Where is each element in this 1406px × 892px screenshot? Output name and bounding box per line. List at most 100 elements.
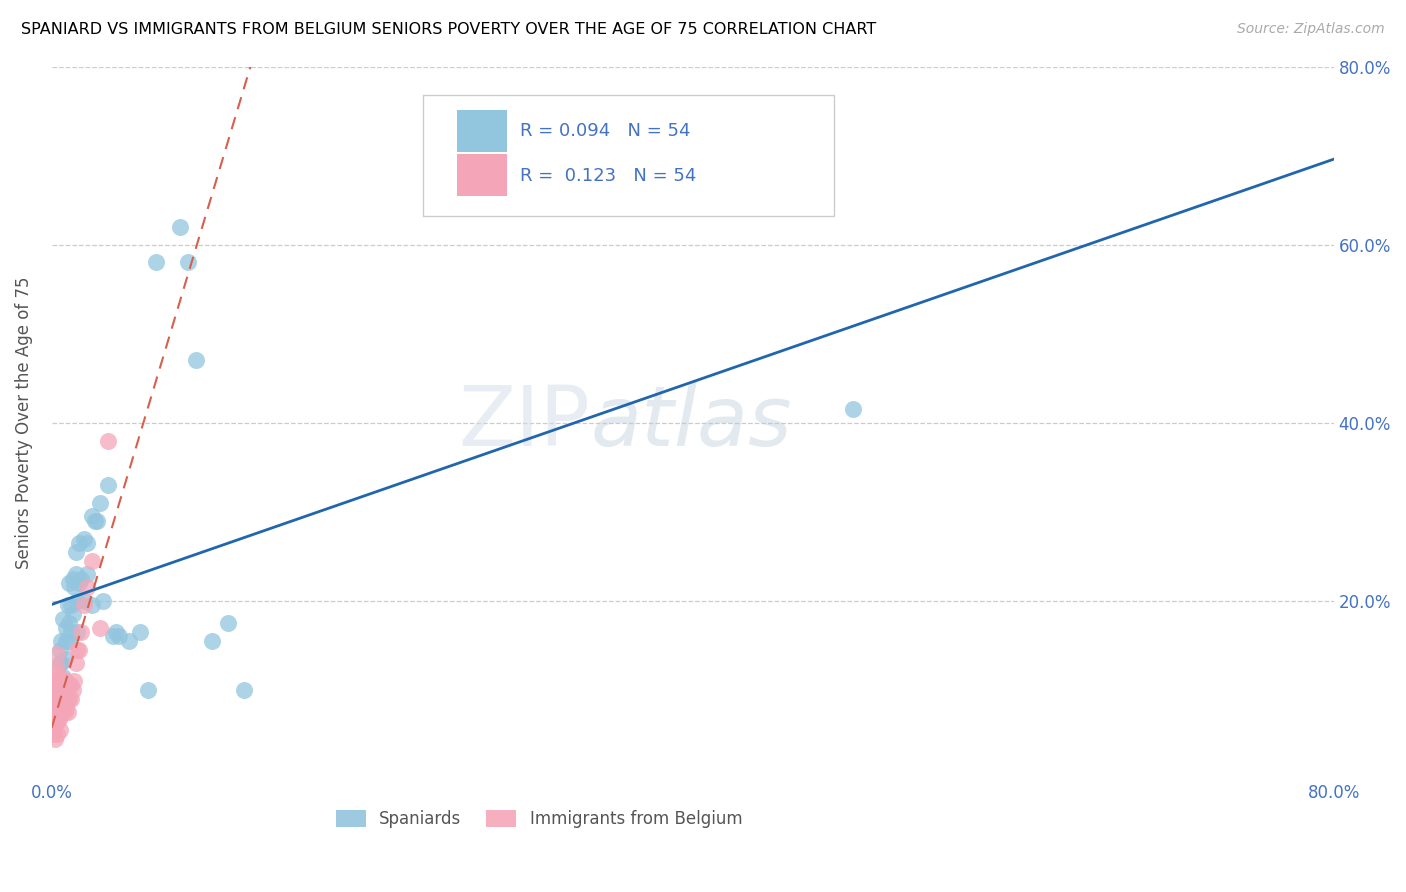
- Point: [46, 673, 69, 688]
- Point: [56, 691, 79, 706]
- Point: [45, 687, 67, 701]
- Point: [49, 656, 72, 670]
- Point: [58, 616, 80, 631]
- Point: [118, 634, 141, 648]
- Point: [80, 554, 103, 568]
- Point: [62, 572, 84, 586]
- Point: [67, 576, 90, 591]
- Point: [201, 634, 224, 648]
- Point: [46, 714, 69, 728]
- Point: [73, 532, 96, 546]
- Point: [69, 625, 91, 640]
- Point: [233, 682, 256, 697]
- Point: [44, 718, 66, 732]
- Point: [128, 625, 150, 640]
- Point: [52, 612, 75, 626]
- Point: [44, 678, 66, 692]
- Point: [59, 599, 82, 613]
- Point: [55, 687, 77, 701]
- Point: [53, 691, 76, 706]
- Point: [177, 255, 200, 269]
- Point: [80, 599, 103, 613]
- FancyBboxPatch shape: [457, 154, 506, 196]
- Point: [52, 700, 75, 714]
- Point: [145, 255, 167, 269]
- Point: [136, 682, 159, 697]
- Point: [73, 594, 96, 608]
- Point: [49, 669, 72, 683]
- Text: ZIP: ZIP: [458, 383, 591, 463]
- Point: [62, 607, 84, 622]
- Point: [49, 687, 72, 701]
- Point: [65, 567, 87, 582]
- Point: [80, 509, 103, 524]
- Point: [46, 687, 69, 701]
- Point: [108, 630, 131, 644]
- Point: [53, 687, 76, 701]
- Point: [67, 642, 90, 657]
- Point: [58, 691, 80, 706]
- Point: [63, 581, 86, 595]
- Point: [42, 727, 65, 741]
- Point: [51, 634, 73, 648]
- Point: [842, 402, 865, 417]
- Point: [59, 691, 82, 706]
- Point: [49, 723, 72, 737]
- Point: [56, 705, 79, 719]
- Point: [184, 353, 207, 368]
- Point: [69, 572, 91, 586]
- Point: [101, 630, 124, 644]
- FancyBboxPatch shape: [423, 95, 834, 216]
- Point: [56, 634, 79, 648]
- Point: [55, 634, 77, 648]
- FancyBboxPatch shape: [457, 110, 506, 152]
- Point: [53, 705, 76, 719]
- Point: [63, 673, 86, 688]
- Point: [58, 678, 80, 692]
- Text: atlas: atlas: [591, 383, 792, 463]
- Point: [86, 514, 108, 528]
- Point: [51, 700, 73, 714]
- Point: [76, 581, 98, 595]
- Point: [45, 714, 67, 728]
- Point: [58, 576, 80, 591]
- Point: [89, 621, 111, 635]
- Point: [45, 647, 67, 661]
- Legend: Spaniards, Immigrants from Belgium: Spaniards, Immigrants from Belgium: [329, 803, 749, 835]
- Point: [51, 656, 73, 670]
- Point: [44, 665, 66, 679]
- Point: [45, 660, 67, 674]
- Text: R =  0.123   N = 54: R = 0.123 N = 54: [520, 167, 696, 185]
- Point: [66, 625, 89, 640]
- Point: [97, 434, 120, 448]
- Point: [42, 714, 65, 728]
- Point: [59, 678, 82, 692]
- Point: [84, 514, 107, 528]
- Point: [52, 673, 75, 688]
- Point: [55, 621, 77, 635]
- Point: [44, 691, 66, 706]
- Point: [65, 545, 87, 559]
- Point: [56, 599, 79, 613]
- Point: [44, 705, 66, 719]
- Text: R = 0.094   N = 54: R = 0.094 N = 54: [520, 122, 690, 140]
- Point: [65, 656, 87, 670]
- Point: [217, 616, 239, 631]
- Point: [66, 594, 89, 608]
- Point: [51, 687, 73, 701]
- Text: SPANIARD VS IMMIGRANTS FROM BELGIUM SENIORS POVERTY OVER THE AGE OF 75 CORRELATI: SPANIARD VS IMMIGRANTS FROM BELGIUM SENI…: [21, 22, 876, 37]
- Point: [97, 478, 120, 492]
- Point: [104, 625, 127, 640]
- Point: [46, 700, 69, 714]
- Point: [55, 700, 77, 714]
- Point: [76, 536, 98, 550]
- Point: [45, 700, 67, 714]
- Point: [51, 673, 73, 688]
- Point: [76, 567, 98, 582]
- Point: [56, 678, 79, 692]
- Point: [42, 687, 65, 701]
- Point: [53, 651, 76, 665]
- Point: [91, 594, 114, 608]
- Text: Source: ZipAtlas.com: Source: ZipAtlas.com: [1237, 22, 1385, 37]
- Point: [55, 673, 77, 688]
